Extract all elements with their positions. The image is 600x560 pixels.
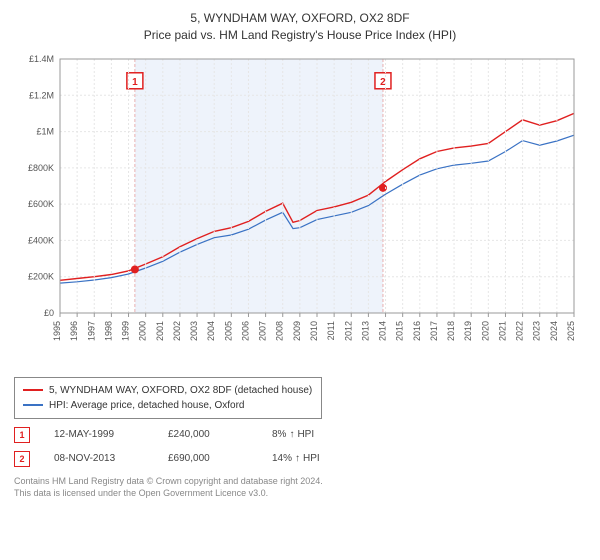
- event-diff: 8%↑HPI: [272, 429, 314, 440]
- svg-text:2024: 2024: [549, 321, 559, 341]
- svg-text:2022: 2022: [515, 321, 525, 341]
- svg-text:2010: 2010: [309, 321, 319, 341]
- svg-text:£1.2M: £1.2M: [29, 90, 54, 100]
- svg-text:1: 1: [132, 77, 138, 88]
- event-price: £240,000: [168, 429, 248, 440]
- chart-svg: £0 £200K £400K £600K £800K £1M £1.2M £1.4M 1 2 199…: [14, 51, 586, 371]
- svg-text:2007: 2007: [258, 321, 268, 341]
- svg-text:2002: 2002: [172, 321, 182, 341]
- svg-text:2014: 2014: [378, 321, 388, 341]
- event-diff: 14%↑HPI: [272, 453, 320, 464]
- svg-text:2005: 2005: [223, 321, 233, 341]
- event-date: 12-MAY-1999: [54, 429, 144, 440]
- svg-text:£400K: £400K: [28, 235, 54, 245]
- svg-text:£1M: £1M: [36, 126, 54, 136]
- svg-text:£200K: £200K: [28, 271, 54, 281]
- svg-text:1996: 1996: [69, 321, 79, 341]
- svg-text:1997: 1997: [86, 321, 96, 341]
- svg-text:2013: 2013: [360, 321, 370, 341]
- svg-text:2003: 2003: [189, 321, 199, 341]
- svg-text:2000: 2000: [138, 321, 148, 341]
- legend-item: 5, WYNDHAM WAY, OXFORD, OX2 8DF (detache…: [23, 383, 313, 398]
- svg-text:2001: 2001: [155, 321, 165, 341]
- event-date: 08-NOV-2013: [54, 453, 144, 464]
- footer-line2: This data is licensed under the Open Gov…: [14, 487, 586, 499]
- legend-label: 5, WYNDHAM WAY, OXFORD, OX2 8DF (detache…: [49, 383, 312, 398]
- svg-text:2016: 2016: [412, 321, 422, 341]
- event-price: £690,000: [168, 453, 248, 464]
- svg-text:2004: 2004: [206, 321, 216, 341]
- svg-text:2021: 2021: [497, 321, 507, 341]
- event-row: 2 08-NOV-2013 £690,000 14%↑HPI: [14, 451, 586, 467]
- svg-text:2009: 2009: [292, 321, 302, 341]
- footer-attribution: Contains HM Land Registry data © Crown c…: [14, 475, 586, 499]
- legend: 5, WYNDHAM WAY, OXFORD, OX2 8DF (detache…: [14, 377, 322, 419]
- price-chart: £0 £200K £400K £600K £800K £1M £1.2M £1.4M 1 2 199…: [14, 51, 586, 371]
- svg-text:2025: 2025: [566, 321, 576, 341]
- svg-text:2012: 2012: [343, 321, 353, 341]
- svg-text:2018: 2018: [446, 321, 456, 341]
- svg-text:2017: 2017: [429, 321, 439, 341]
- svg-text:£1.4M: £1.4M: [29, 54, 54, 64]
- svg-text:2011: 2011: [326, 321, 336, 340]
- arrow-up-icon: ↑: [289, 429, 294, 440]
- legend-label: HPI: Average price, detached house, Oxfo…: [49, 398, 245, 413]
- svg-text:2008: 2008: [275, 321, 285, 341]
- svg-text:£0: £0: [44, 308, 54, 318]
- svg-text:2020: 2020: [480, 321, 490, 341]
- page-title-line2: Price paid vs. HM Land Registry's House …: [14, 27, 586, 44]
- arrow-up-icon: ↑: [295, 453, 300, 464]
- svg-text:£600K: £600K: [28, 199, 54, 209]
- svg-text:2: 2: [380, 77, 386, 88]
- svg-text:£800K: £800K: [28, 163, 54, 173]
- svg-text:1998: 1998: [103, 321, 113, 341]
- svg-text:2023: 2023: [532, 321, 542, 341]
- events-table: 1 12-MAY-1999 £240,000 8%↑HPI 2 08-NOV-2013 £6…: [14, 427, 586, 467]
- svg-text:1995: 1995: [52, 321, 62, 341]
- svg-text:1999: 1999: [121, 321, 131, 341]
- legend-item: HPI: Average price, detached house, Oxfo…: [23, 398, 313, 413]
- event-row: 1 12-MAY-1999 £240,000 8%↑HPI: [14, 427, 586, 443]
- legend-swatch: [23, 404, 43, 406]
- svg-text:2019: 2019: [463, 321, 473, 341]
- page-title-line1: 5, WYNDHAM WAY, OXFORD, OX2 8DF: [14, 10, 586, 27]
- event-badge: 1: [14, 427, 30, 443]
- svg-text:2015: 2015: [395, 321, 405, 341]
- legend-swatch: [23, 389, 43, 391]
- footer-line1: Contains HM Land Registry data © Crown c…: [14, 475, 586, 487]
- svg-text:2006: 2006: [240, 321, 250, 341]
- event-badge: 2: [14, 451, 30, 467]
